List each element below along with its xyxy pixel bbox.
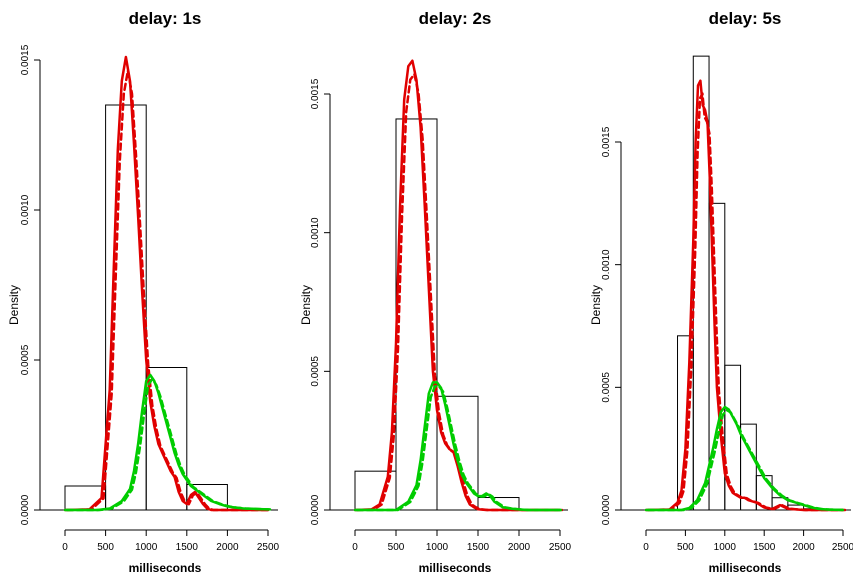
y-tick-label: 0.0000 xyxy=(20,494,31,525)
chart-title: delay: 1s xyxy=(129,9,202,28)
y-axis-label: Density xyxy=(299,285,313,325)
chart-panel-1: delay: 1s milliseconds Density 0 500 1000 1… xyxy=(7,9,280,575)
red-density-line xyxy=(63,55,270,512)
chart-panel-2: delay: 2s milliseconds Density 0 500 1000 1… xyxy=(299,9,572,575)
x-tick-label: 1500 xyxy=(176,542,199,553)
red-density-line xyxy=(644,79,845,512)
y-tick-label: 0.0005 xyxy=(601,372,612,403)
x-tick-label: 0 xyxy=(62,542,68,553)
green-density-line xyxy=(63,373,270,512)
plot-area: 0 500 1000 1500 2000 2500 0.0000 0.0005 0.0010 0.… xyxy=(601,55,853,553)
chart-title: delay: 2s xyxy=(419,9,492,28)
y-axis-label: Density xyxy=(7,285,21,325)
y-tick-label: 0.0015 xyxy=(310,78,321,109)
x-tick-label: 1000 xyxy=(426,542,449,553)
x-axis-label: milliseconds xyxy=(709,561,782,575)
y-tick-label: 0.0005 xyxy=(20,344,31,375)
y-tick-label: 0.0010 xyxy=(601,249,612,280)
x-tick-label: 1500 xyxy=(753,542,776,553)
plot-area: 0 500 1000 1500 2000 2500 0.0000 0.0005 0.0010 0.… xyxy=(310,59,572,553)
chart-panel-3: delay: 5s milliseconds Density 0 500 1000 1… xyxy=(589,9,853,575)
red-density-line-dashed xyxy=(65,69,272,512)
x-tick-label: 2000 xyxy=(508,542,531,553)
y-tick-label: 0.0010 xyxy=(20,194,31,225)
x-tick-label: 1500 xyxy=(467,542,490,553)
x-tick-label: 500 xyxy=(388,542,405,553)
red-density-line-dashed xyxy=(355,72,564,512)
chart-title: delay: 5s xyxy=(709,9,782,28)
x-tick-label: 500 xyxy=(97,542,114,553)
x-tick-label: 500 xyxy=(677,542,694,553)
green-density-line-dashed xyxy=(355,385,564,512)
green-density-line-dashed xyxy=(646,408,847,512)
x-axis-label: milliseconds xyxy=(419,561,492,575)
x-tick-label: 2000 xyxy=(792,542,815,553)
plot-area: 0 500 1000 1500 2000 2500 0.0000 0.0005 0.0010 0.… xyxy=(20,44,280,553)
x-tick-label: 2500 xyxy=(549,542,572,553)
x-tick-label: 1000 xyxy=(135,542,158,553)
red-density-line xyxy=(353,59,562,512)
x-tick-label: 1000 xyxy=(714,542,737,553)
x-axis-label: milliseconds xyxy=(129,561,202,575)
green-density-line-dashed xyxy=(65,377,272,512)
y-tick-label: 0.0015 xyxy=(601,126,612,157)
x-tick-label: 0 xyxy=(643,542,649,553)
y-tick-label: 0.0010 xyxy=(310,217,321,248)
x-tick-label: 2500 xyxy=(832,542,853,553)
green-density-line xyxy=(644,405,845,512)
histogram-bar xyxy=(64,485,107,511)
y-tick-label: 0.0005 xyxy=(310,356,321,387)
y-tick-label: 0.0015 xyxy=(20,44,31,75)
y-tick-label: 0.0000 xyxy=(310,494,321,525)
red-density-line-dashed xyxy=(646,92,847,512)
y-tick-label: 0.0000 xyxy=(601,494,612,525)
x-tick-label: 2500 xyxy=(257,542,280,553)
x-tick-label: 0 xyxy=(352,542,358,553)
x-tick-label: 2000 xyxy=(216,542,239,553)
y-axis-label: Density xyxy=(589,285,603,325)
